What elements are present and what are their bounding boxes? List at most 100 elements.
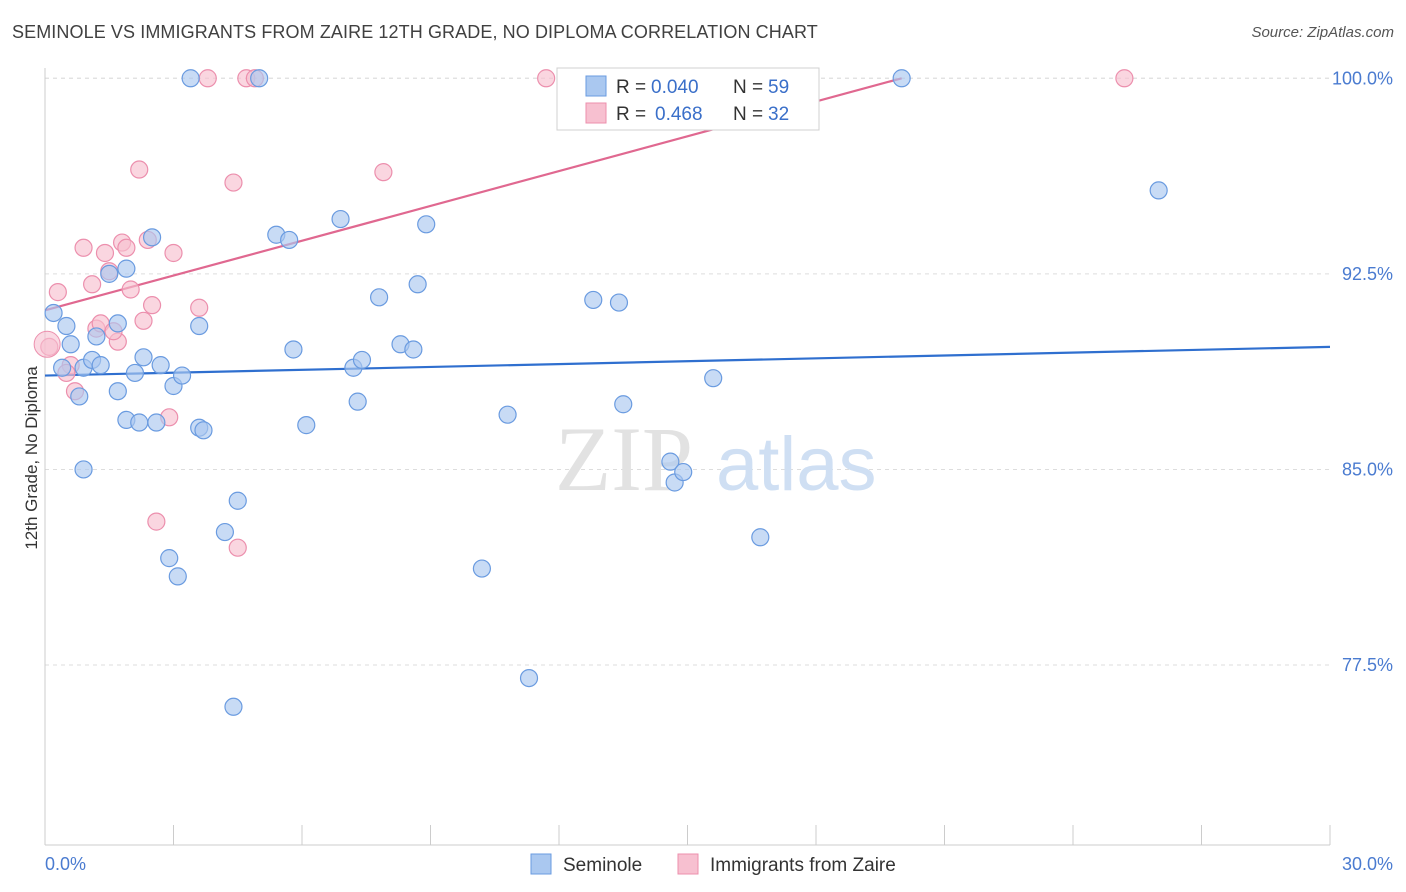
seminole-point (142, 228, 162, 247)
legend-n-value-zaire: 32 (768, 104, 789, 125)
svg-text:R =: R = (616, 77, 646, 98)
seminole-point (147, 413, 166, 432)
seminole-point (228, 491, 247, 510)
legend-n-value-seminole: 59 (768, 77, 789, 98)
zaire-point (1115, 69, 1134, 88)
seminole-point (1149, 181, 1168, 200)
seminole-point (250, 69, 269, 88)
zaire-point (95, 243, 115, 263)
seminole-point (125, 363, 145, 383)
seminole-point (130, 413, 149, 432)
seminole-point (370, 288, 389, 307)
seminole-point (519, 668, 539, 688)
zaire-point (374, 163, 393, 182)
zaire-point (130, 160, 149, 179)
seminole-point (100, 264, 119, 283)
seminole-point (168, 567, 187, 586)
bottom-legend-seminole: Seminole (563, 855, 642, 876)
x-tick-labels: 0.0% 30.0% (45, 854, 1393, 874)
seminole-point (498, 405, 517, 424)
zaire-point (48, 283, 67, 302)
seminole-point (160, 549, 179, 568)
zaire-point (83, 275, 102, 294)
seminole-point (614, 395, 633, 414)
seminole-point (472, 559, 491, 578)
seminole-point (70, 387, 89, 406)
source-credit: Source: ZipAtlas.com (1251, 24, 1394, 41)
x-tick-label: 0.0% (45, 854, 86, 874)
seminole-point (108, 382, 127, 401)
watermark-atlas: atlas (716, 422, 877, 507)
seminole-point (408, 275, 427, 294)
seminole-point (284, 340, 303, 359)
seminole-point (331, 209, 350, 229)
zaire-point (117, 238, 136, 257)
seminole-point (151, 356, 170, 375)
seminole-point (224, 697, 243, 716)
x-tick-label: 30.0% (1342, 854, 1393, 874)
legend-n-label: N = (733, 77, 763, 98)
zaire-point (224, 173, 243, 192)
seminole-point (417, 215, 436, 234)
chart-title: SEMINOLE VS IMMIGRANTS FROM ZAIRE 12TH G… (12, 22, 818, 42)
seminole-point (61, 335, 80, 354)
seminole-point (674, 462, 693, 482)
seminole-point (297, 416, 316, 435)
zaire-point (147, 512, 166, 531)
zaire-point (142, 296, 162, 315)
seminole-point (108, 314, 127, 333)
stats-legend: R = 0.040 N = 59 R = 0.468 N = 32 (556, 67, 820, 131)
bottom-legend-swatch-seminole (530, 853, 552, 875)
series-legend: Seminole Immigrants from Zaire (530, 853, 896, 876)
legend-swatch-seminole (585, 75, 607, 97)
seminole-point (172, 366, 192, 385)
seminole-point (609, 293, 629, 312)
bottom-legend-zaire: Immigrants from Zaire (710, 855, 896, 876)
seminole-point (74, 460, 93, 479)
seminole-point (190, 316, 209, 336)
seminole-point (134, 348, 153, 367)
seminole-point (348, 392, 367, 411)
seminole-point (704, 369, 723, 388)
zaire-point (228, 538, 247, 557)
zaire-point (33, 330, 61, 358)
legend-r-value-zaire: 0.468 (655, 104, 703, 125)
zaire-point (134, 311, 153, 330)
seminole-point (661, 452, 680, 471)
legend-r-label-2: R = (616, 104, 646, 125)
seminole-point (751, 528, 770, 547)
seminole-point (44, 303, 63, 323)
seminole-point (404, 340, 423, 359)
seminole-point (280, 230, 299, 250)
legend-n-label-2: N = (733, 104, 763, 125)
legend-r-label: R = (616, 77, 646, 98)
zaire-point (198, 69, 217, 88)
seminole-trend-line (44, 345, 1331, 377)
seminole-point (57, 316, 76, 336)
seminole-point (117, 259, 136, 278)
zaire-point (74, 238, 93, 257)
legend-r-value-seminole: 0.040 (651, 77, 699, 98)
data-points (33, 69, 1168, 716)
seminole-point (892, 69, 911, 88)
axes (44, 68, 1331, 846)
seminole-point (194, 421, 213, 440)
zaire-point (537, 69, 556, 88)
y-axis-label: 12th Grade, No Diploma (22, 366, 41, 550)
zaire-point (121, 280, 140, 299)
y-tick-label: 77.5% (1342, 655, 1393, 675)
bottom-legend-swatch-zaire (677, 853, 699, 875)
seminole-point (91, 356, 110, 375)
seminole-point (87, 327, 106, 346)
seminole-point (181, 69, 200, 88)
seminole-point (352, 350, 372, 370)
seminole-point (53, 358, 72, 377)
zaire-point (190, 298, 209, 317)
watermark: ZIP atlas (555, 408, 877, 510)
seminole-point (215, 522, 234, 542)
seminole-point (584, 290, 603, 310)
legend-swatch-zaire (585, 102, 607, 124)
y-tick-label: 100.0% (1332, 68, 1393, 88)
y-tick-label: 92.5% (1342, 264, 1393, 284)
